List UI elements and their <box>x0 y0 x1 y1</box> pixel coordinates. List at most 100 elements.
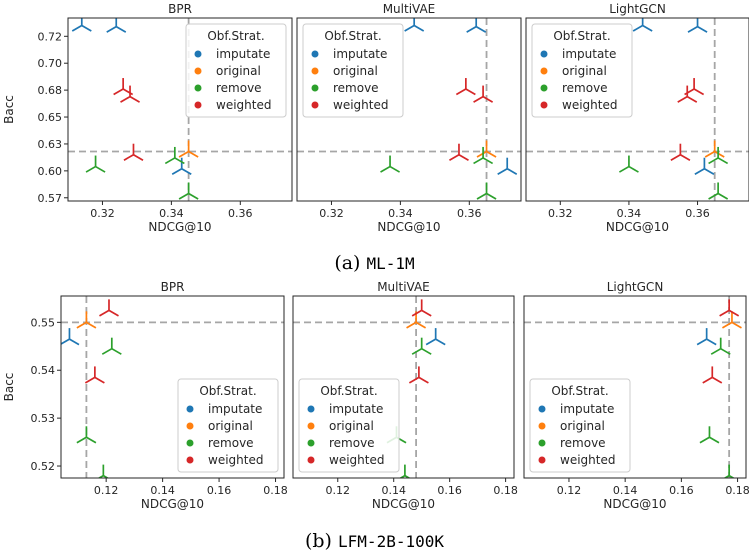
legend-title: Obf.Strat. <box>324 29 381 43</box>
legend: Obf.Strat. imputate original remove weighted <box>177 378 279 473</box>
marker-weighted <box>455 78 476 96</box>
plot-frame <box>67 17 293 202</box>
legend-label-imputate: imputate <box>208 402 262 416</box>
legend-swatch-imputate <box>186 405 194 413</box>
y-tick-label: 0.53 <box>31 412 56 425</box>
marker-weighted <box>408 366 429 384</box>
panel-a-bpr: BPR 0.32 0.34 0.36 NDCG@10 0.57 0.60 0.63 0.65 0.… <box>2 2 293 234</box>
legend: Obf.Strat. imputate original remove weighted <box>302 23 404 118</box>
marker-remove <box>473 146 494 165</box>
marker-weighted <box>84 366 105 384</box>
legend-swatch-imputate <box>311 50 319 58</box>
marker-imputate <box>71 18 92 32</box>
legend-swatch-original <box>194 67 202 75</box>
legend-title: Obf.Strat. <box>207 29 264 43</box>
legend-label-weighted: weighted <box>216 98 271 112</box>
panel-b-lightgcn: LightGCN 0.12 0.14 0.16 0.18 NDCG@10 Obf.Strat… <box>523 280 749 511</box>
marker-imputate <box>694 157 715 175</box>
x-tick-label: 0.32 <box>319 207 344 220</box>
legend-label-original: original <box>562 64 607 78</box>
legend-label-imputate: imputate <box>562 47 616 61</box>
x-tick-label: 0.36 <box>685 207 710 220</box>
x-tick-label: 0.34 <box>617 207 642 220</box>
marker-original <box>721 311 742 329</box>
legend-swatch-remove <box>194 84 202 92</box>
marker-original <box>178 140 199 158</box>
legend-swatch-remove <box>538 439 546 447</box>
x-tick-label: 0.34 <box>388 207 413 220</box>
legend: Obf.Strat. imputate original remove weighted <box>298 378 400 473</box>
marker-imputate <box>106 18 127 33</box>
legend-label-weighted: weighted <box>562 98 617 112</box>
panel-b-multivae: MultiVAE 0.12 0.14 0.16 0.18 NDCG@10 Obf.Strat… <box>292 280 518 511</box>
legend-swatch-remove <box>307 439 315 447</box>
marker-remove <box>476 182 497 200</box>
marker-weighted <box>670 143 691 161</box>
panel-title: LightGCN <box>609 2 666 16</box>
plot-frame <box>296 17 522 202</box>
legend-swatch-weighted <box>194 101 202 109</box>
legend-label-imputate: imputate <box>560 402 614 416</box>
marker-imputate <box>497 157 518 175</box>
legend-swatch-weighted <box>186 456 194 464</box>
legend-title: Obf.Strat. <box>553 29 610 43</box>
legend-label-remove: remove <box>333 81 379 95</box>
legend-swatch-original <box>540 67 548 75</box>
caption-b-label: (b) <box>304 530 332 552</box>
y-axis-label: Bacc <box>2 95 16 124</box>
y-axis-label: Bacc <box>2 373 16 402</box>
marker-weighted <box>123 143 144 161</box>
legend-swatch-original <box>538 422 546 430</box>
legend: Obf.Strat. imputate original remove weighted <box>529 378 631 473</box>
y-tick-label: 0.60 <box>38 165 63 178</box>
marker-weighted <box>702 366 723 384</box>
marker-weighted <box>99 299 119 317</box>
legend-swatch-remove <box>186 439 194 447</box>
x-axis-label: NDCG@10 <box>148 220 211 234</box>
marker-weighted <box>449 143 469 161</box>
legend-label-imputate: imputate <box>333 47 387 61</box>
marker-weighted <box>411 299 432 317</box>
marker-imputate <box>632 18 653 32</box>
marker-remove <box>708 182 729 200</box>
panel-a-lightgcn: LightGCN 0.32 0.34 0.36 NDCG@10 Obf.Strat. imp… <box>525 2 749 234</box>
y-tick-label: 0.57 <box>38 192 63 205</box>
marker-remove <box>723 464 735 478</box>
y-tick-label: 0.63 <box>38 138 63 151</box>
x-axis-label: NDCG@10 <box>606 220 669 234</box>
legend-label-original: original <box>329 419 374 433</box>
legend-swatch-original <box>311 67 319 75</box>
x-tick-label: 0.16 <box>207 484 232 497</box>
legend-swatch-imputate <box>538 405 546 413</box>
marker-imputate <box>404 18 425 32</box>
y-tick-label: 0.72 <box>38 30 63 43</box>
marker-original <box>476 140 497 158</box>
marker-imputate <box>171 157 192 175</box>
legend-label-weighted: weighted <box>560 453 615 467</box>
legend-label-remove: remove <box>562 81 608 95</box>
legend-label-original: original <box>560 419 605 433</box>
marker-remove <box>178 182 199 200</box>
legend-swatch-original <box>186 422 194 430</box>
plot-frame <box>60 295 285 479</box>
marker-remove <box>101 337 122 355</box>
marker-remove <box>699 426 720 444</box>
legend-label-remove: remove <box>560 436 606 450</box>
marker-remove <box>97 464 110 478</box>
x-tick-label: 0.32 <box>90 207 115 220</box>
legend-swatch-original <box>307 422 315 430</box>
y-tick-label: 0.55 <box>31 316 56 329</box>
legend-label-original: original <box>208 419 253 433</box>
y-tick-label: 0.70 <box>38 57 63 70</box>
marker-weighted <box>677 85 698 103</box>
legend-label-original: original <box>333 64 378 78</box>
x-tick-label: 0.14 <box>613 484 638 497</box>
legend: Obf.Strat. imputate original remove weighted <box>531 23 633 118</box>
legend-title: Obf.Strat. <box>551 384 608 398</box>
marker-imputate <box>696 328 717 346</box>
x-axis-label: NDCG@10 <box>377 220 440 234</box>
panel-title: BPR <box>168 2 192 16</box>
marker-remove <box>399 464 411 478</box>
x-tick-label: 0.18 <box>725 484 749 497</box>
y-tick-label: 0.54 <box>31 364 56 377</box>
